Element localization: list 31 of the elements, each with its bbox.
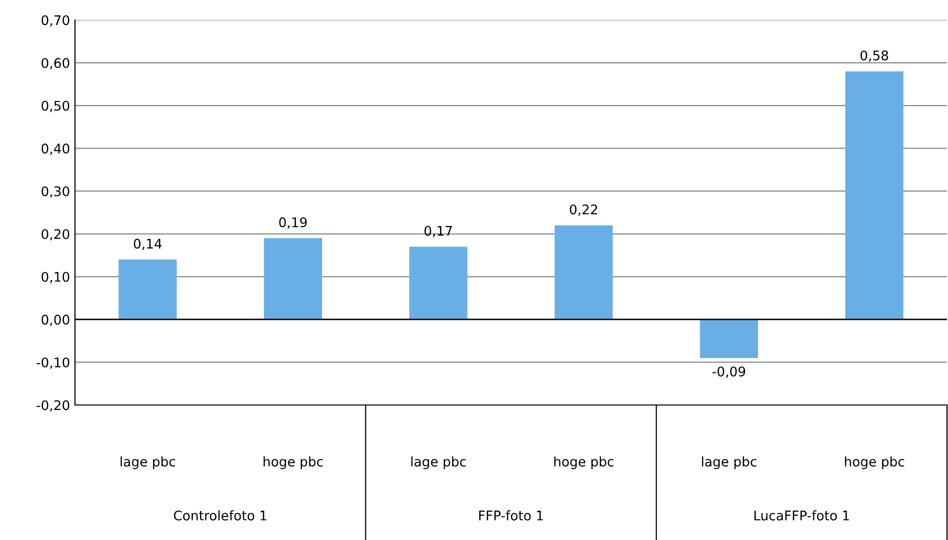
y-tick-label: -0,10	[36, 357, 70, 369]
text: FFP-foto 1	[479, 510, 543, 520]
data-label: 0,19	[279, 217, 307, 229]
y-tick-label: 0,30	[42, 186, 70, 198]
x-tick-label: hoge pbc	[844, 456, 904, 470]
bar	[264, 238, 322, 320]
bar	[845, 71, 904, 320]
y-tick-label: 0,20	[42, 229, 70, 240]
y-tick-label: 0,40	[42, 144, 70, 155]
data-label: 0,58	[860, 50, 888, 62]
y-tick-label: 0,10	[42, 272, 70, 284]
text: LucaFFP-foto 1	[754, 510, 849, 520]
x-tick-label: hoge pbc	[554, 456, 614, 470]
data-label: 0,17	[424, 226, 452, 238]
y-tick-label: -0,20	[36, 400, 70, 412]
y-tick-label: 0,50	[42, 100, 70, 112]
x-tick-label: lage pbc	[702, 456, 756, 470]
y-tick-label: 0,00	[42, 314, 70, 326]
data-label: 0,22	[570, 204, 598, 216]
y-tick-label: 0,70	[42, 15, 70, 27]
bar	[409, 246, 468, 320]
text: Controlefoto 1	[174, 510, 266, 520]
data-label: -0,09	[712, 366, 746, 378]
y-tick-label: 0,60	[42, 58, 70, 70]
x-tick-label: hoge pbc	[264, 456, 323, 470]
x-tick-label: lage pbc	[120, 456, 176, 470]
x-tick-label: lage pbc	[411, 456, 466, 470]
data-label: 0,14	[134, 238, 162, 250]
bar	[554, 225, 613, 320]
bar	[700, 319, 758, 358]
bar	[118, 260, 177, 320]
